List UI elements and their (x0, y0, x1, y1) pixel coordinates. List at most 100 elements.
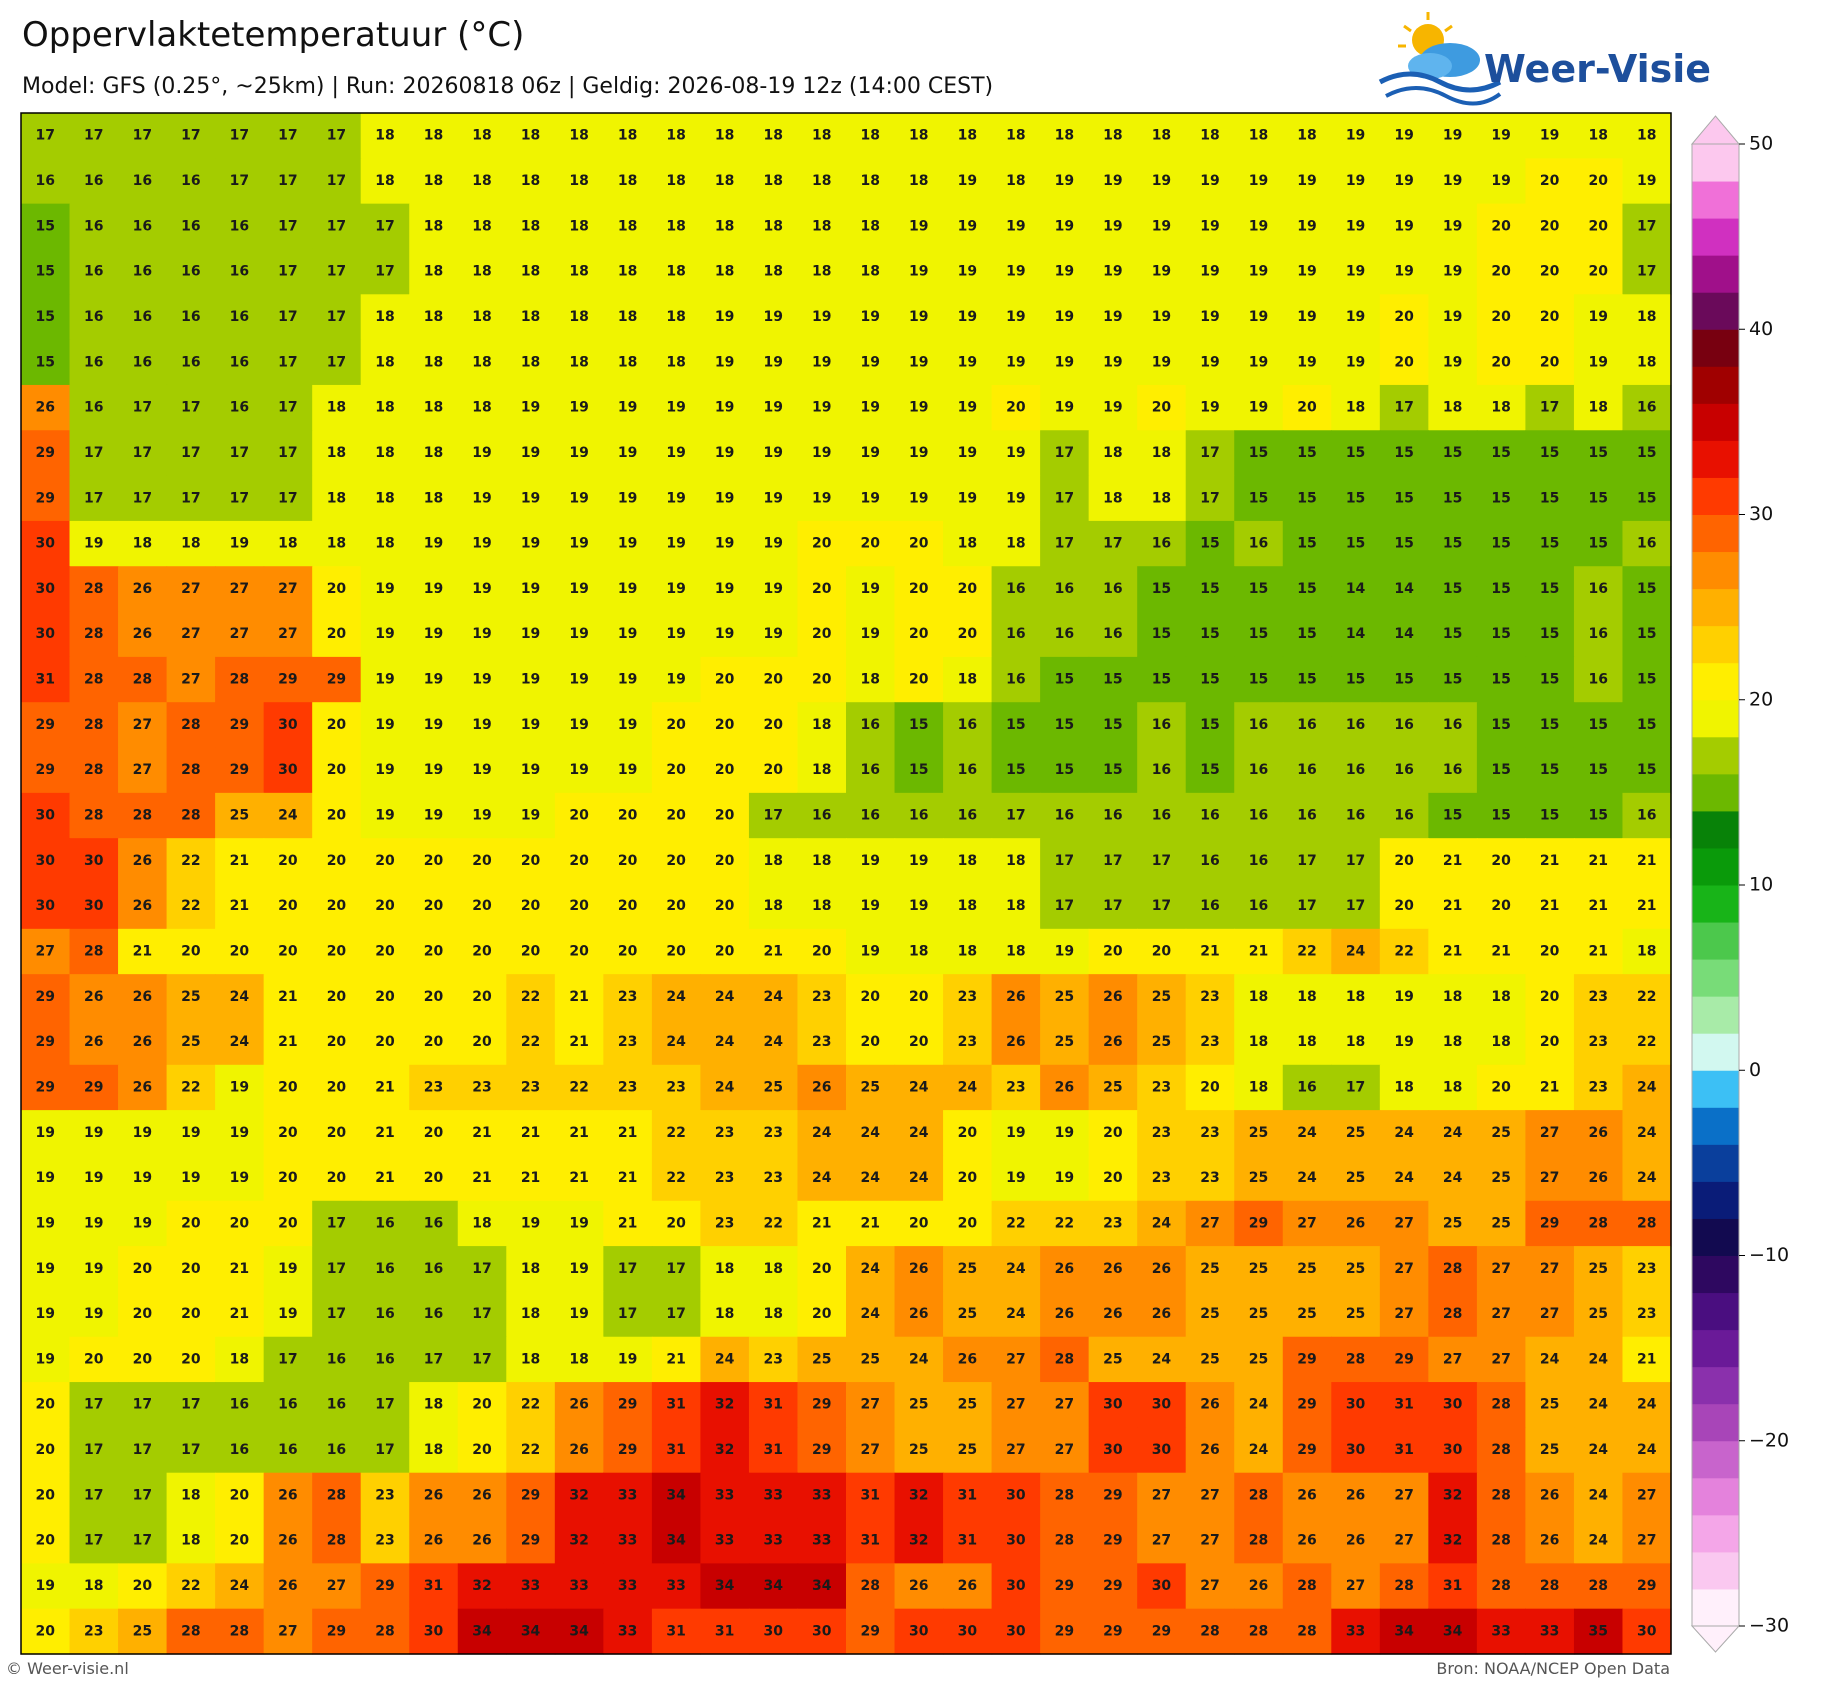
cell-label: 17 (327, 309, 346, 325)
cell-label: 17 (133, 490, 152, 506)
cell (166, 1110, 216, 1157)
cell-label: 27 (230, 581, 249, 597)
cell-label: 18 (424, 1442, 443, 1458)
cell (263, 475, 313, 522)
cell-label: 25 (909, 1397, 928, 1413)
cell (554, 928, 604, 975)
cell (1234, 294, 1284, 341)
cell (21, 1155, 71, 1202)
cell-label: 23 (1152, 1170, 1171, 1186)
cell-label: 19 (1297, 218, 1316, 234)
cell-label: 19 (958, 218, 977, 234)
cell-label: 14 (1394, 581, 1414, 597)
cell (21, 1064, 71, 1111)
cell-label: 15 (909, 762, 928, 778)
cell (748, 1608, 799, 1655)
colorbar-segment (1692, 699, 1739, 738)
cell-label: 16 (1394, 717, 1413, 733)
cell-label: 28 (1249, 1623, 1268, 1639)
cell-label: 18 (1588, 128, 1607, 144)
cell-label: 24 (1637, 1170, 1657, 1186)
cell (943, 974, 993, 1021)
cell-label: 23 (1152, 1079, 1171, 1095)
cell (506, 1518, 556, 1564)
cell-label: 21 (618, 1215, 637, 1231)
cell-label: 19 (1103, 354, 1122, 370)
cell (894, 339, 944, 386)
cell (1573, 974, 1624, 1021)
cell (312, 566, 362, 613)
cell (1234, 1608, 1284, 1655)
cell (1137, 1110, 1187, 1157)
cell (894, 520, 944, 567)
cell-label: 19 (84, 536, 103, 552)
cell (943, 928, 993, 975)
cell (312, 838, 362, 885)
cell (1622, 1472, 1672, 1519)
cell-label: 28 (230, 672, 249, 688)
cell (312, 747, 362, 794)
cell-label: 15 (1491, 581, 1510, 597)
cell-label: 29 (618, 1442, 637, 1458)
cell (312, 792, 362, 839)
cell (409, 883, 459, 930)
cell (21, 294, 71, 341)
cell (748, 656, 799, 703)
cell-label: 16 (1055, 581, 1074, 597)
cell-label: 19 (521, 400, 540, 416)
cell-label: 18 (521, 128, 540, 144)
cell (506, 1291, 556, 1338)
cell (1622, 928, 1672, 975)
cell-label: 27 (1152, 1533, 1171, 1549)
colorbar-segment (1692, 1588, 1739, 1627)
cell (1331, 792, 1381, 839)
cell (1622, 1382, 1672, 1428)
colorbar-segment (1692, 1551, 1739, 1590)
cell (1282, 838, 1332, 885)
cell-label: 26 (133, 898, 152, 914)
cell (166, 1291, 216, 1338)
cell-label: 16 (1152, 808, 1171, 824)
cell-label: 27 (181, 581, 200, 597)
cell (1088, 656, 1138, 703)
cell (700, 339, 750, 386)
cell-label: 19 (1297, 264, 1316, 280)
cell-label: 22 (763, 1215, 782, 1231)
cell-label: 18 (618, 309, 637, 325)
cell-label: 25 (958, 1397, 977, 1413)
cell (312, 883, 362, 930)
cell-label: 18 (375, 400, 394, 416)
cell (21, 792, 71, 839)
cell-label: 25 (133, 1623, 152, 1639)
cell-label: 28 (327, 1487, 346, 1503)
cell-label: 28 (1540, 1578, 1559, 1594)
cell (1379, 1155, 1429, 1202)
cell-label: 16 (1152, 762, 1171, 778)
cell (846, 1155, 896, 1202)
cell-label: 16 (958, 808, 977, 824)
cell-label: 34 (1394, 1623, 1414, 1639)
cell-label: 17 (181, 1442, 200, 1458)
cell-label: 21 (618, 1170, 637, 1186)
cell-label: 28 (84, 581, 103, 597)
cell-label: 26 (1540, 1533, 1559, 1549)
cell-label: 29 (375, 1578, 394, 1594)
colorbar-extend-top (1690, 115, 1741, 145)
cell-label: 16 (1249, 762, 1268, 778)
cell-label: 17 (230, 445, 249, 461)
cell-label: 30 (36, 581, 56, 597)
cell (1428, 1336, 1478, 1383)
cell (1282, 974, 1332, 1021)
cell-label: 18 (763, 173, 782, 189)
cell-label: 21 (666, 1351, 685, 1367)
cell-label: 19 (230, 1079, 249, 1095)
cell-label: 18 (1443, 1034, 1462, 1050)
cell-label: 15 (1637, 717, 1656, 733)
cell-label: 26 (133, 1079, 152, 1095)
cell (1379, 248, 1429, 295)
cell (118, 883, 168, 930)
cell-label: 20 (1540, 1034, 1560, 1050)
cell (1573, 1472, 1624, 1519)
cell-label: 18 (472, 400, 491, 416)
cell-label: 16 (1297, 1079, 1316, 1095)
